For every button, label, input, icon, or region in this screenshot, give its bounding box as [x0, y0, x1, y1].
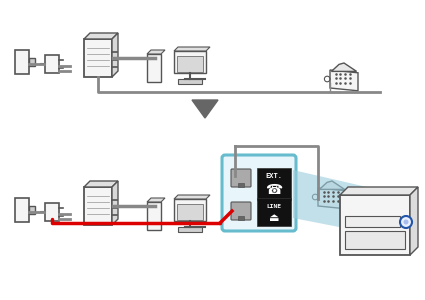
- Polygon shape: [320, 181, 345, 189]
- FancyBboxPatch shape: [174, 51, 206, 73]
- Polygon shape: [147, 198, 165, 202]
- FancyBboxPatch shape: [257, 198, 291, 226]
- FancyBboxPatch shape: [84, 39, 112, 77]
- Polygon shape: [174, 195, 210, 199]
- FancyBboxPatch shape: [147, 54, 161, 82]
- Polygon shape: [330, 70, 358, 91]
- FancyBboxPatch shape: [45, 55, 59, 73]
- FancyBboxPatch shape: [15, 50, 29, 74]
- FancyBboxPatch shape: [238, 216, 244, 220]
- FancyBboxPatch shape: [15, 198, 29, 222]
- Circle shape: [403, 220, 408, 224]
- Polygon shape: [410, 187, 418, 255]
- FancyBboxPatch shape: [84, 187, 112, 225]
- FancyBboxPatch shape: [257, 168, 291, 200]
- Polygon shape: [332, 63, 357, 71]
- FancyBboxPatch shape: [340, 195, 410, 255]
- Polygon shape: [340, 187, 418, 195]
- FancyBboxPatch shape: [178, 79, 202, 84]
- FancyBboxPatch shape: [231, 202, 251, 220]
- Polygon shape: [147, 50, 165, 54]
- FancyBboxPatch shape: [222, 155, 296, 231]
- Polygon shape: [174, 47, 210, 51]
- FancyBboxPatch shape: [178, 227, 202, 232]
- FancyBboxPatch shape: [177, 204, 203, 220]
- Text: ⏏: ⏏: [269, 213, 279, 223]
- FancyBboxPatch shape: [177, 56, 203, 72]
- FancyBboxPatch shape: [174, 199, 206, 221]
- Polygon shape: [318, 188, 346, 209]
- FancyBboxPatch shape: [29, 58, 35, 66]
- Text: LINE: LINE: [266, 203, 281, 208]
- Circle shape: [400, 216, 412, 228]
- FancyBboxPatch shape: [29, 206, 35, 214]
- Polygon shape: [192, 100, 218, 118]
- FancyBboxPatch shape: [345, 216, 400, 227]
- Polygon shape: [84, 33, 118, 39]
- FancyBboxPatch shape: [231, 169, 251, 187]
- Polygon shape: [293, 170, 380, 235]
- Polygon shape: [84, 181, 118, 187]
- Text: EXT.: EXT.: [266, 173, 283, 179]
- FancyBboxPatch shape: [345, 231, 405, 249]
- Polygon shape: [112, 33, 118, 77]
- FancyBboxPatch shape: [147, 202, 161, 230]
- Text: ☎: ☎: [265, 183, 283, 197]
- FancyBboxPatch shape: [238, 183, 244, 187]
- Polygon shape: [112, 181, 118, 225]
- FancyBboxPatch shape: [45, 203, 59, 221]
